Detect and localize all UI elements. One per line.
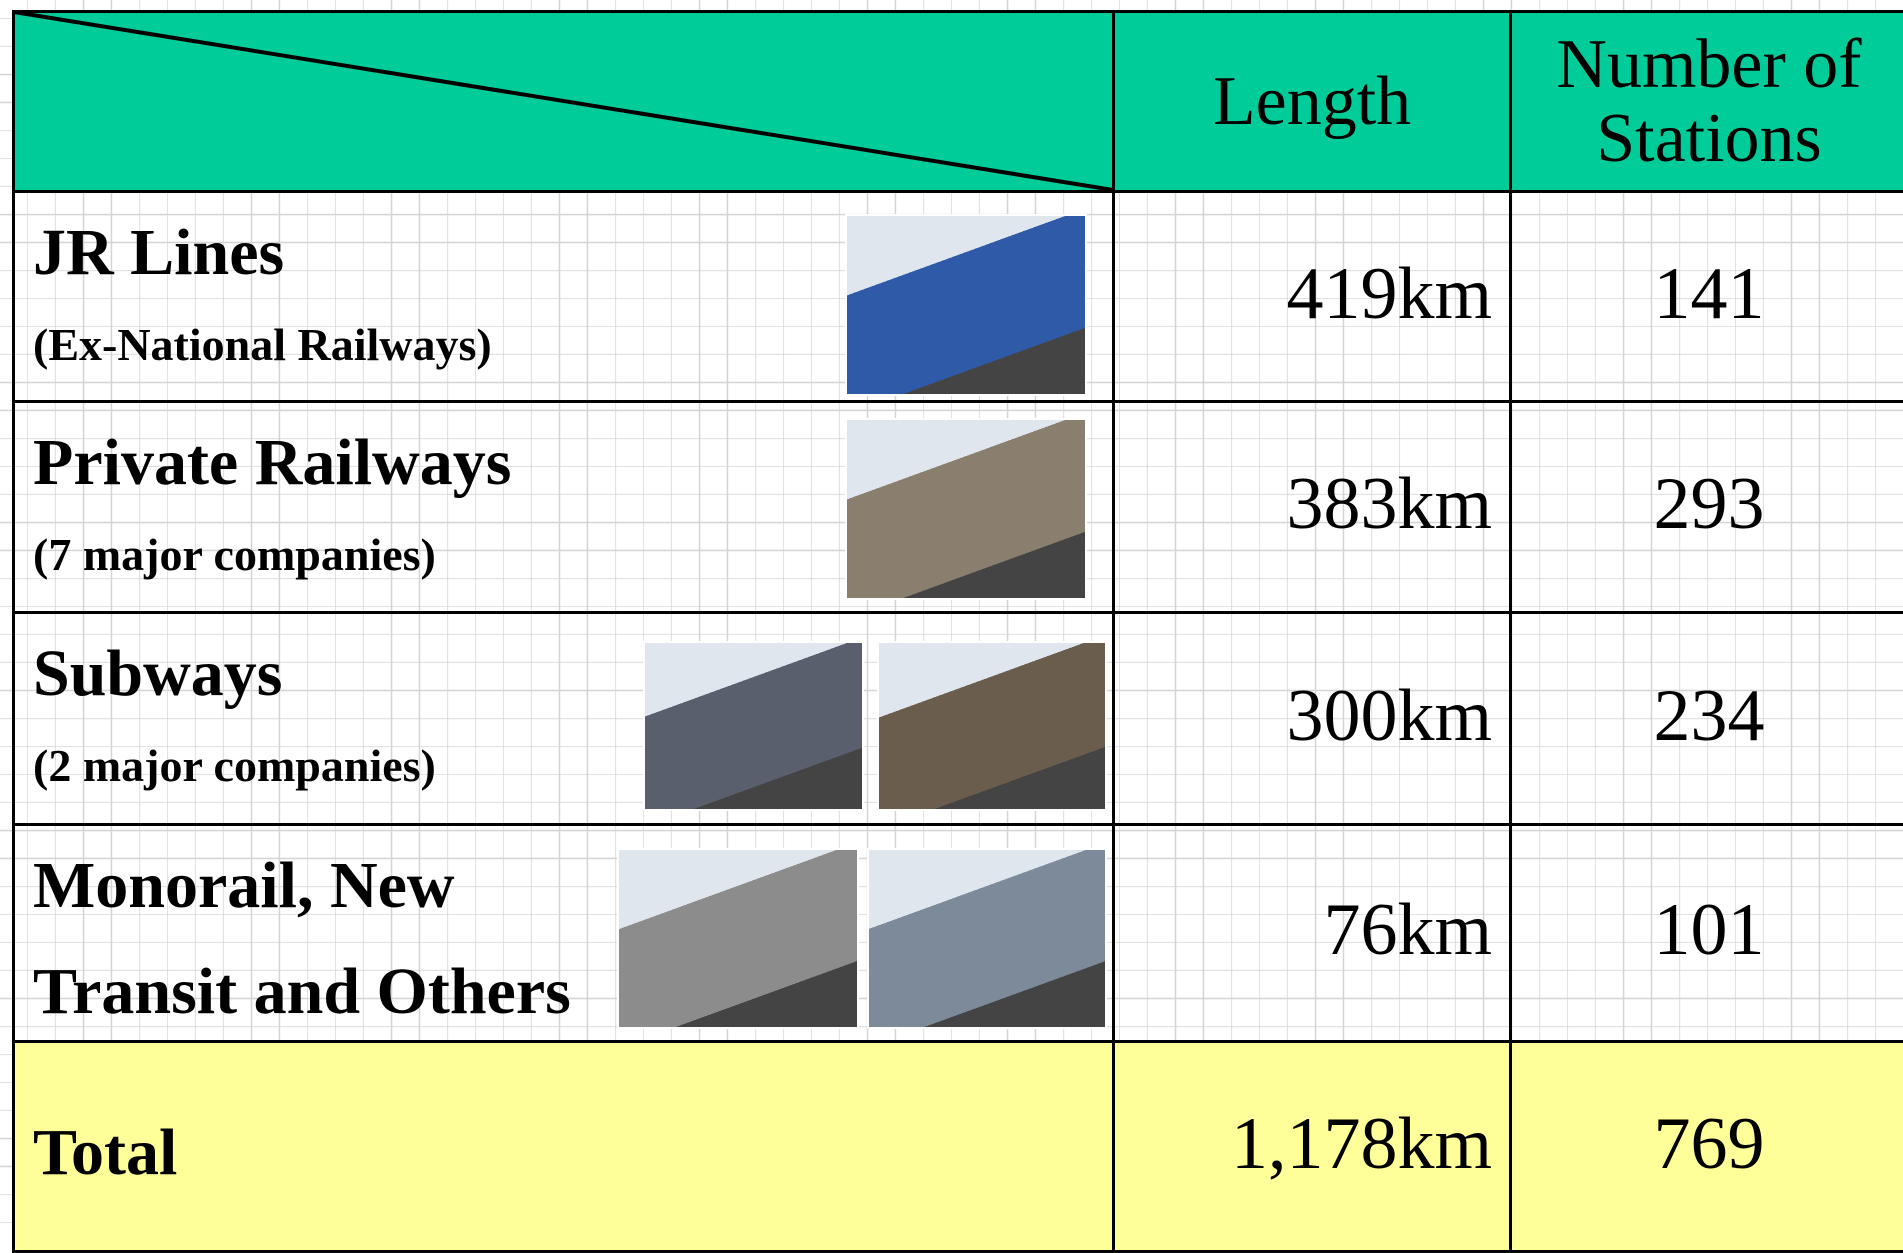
row-title: Private Railways [33, 420, 833, 506]
train-photo [845, 418, 1087, 600]
diagonal [0, 0, 1120, 200]
page: Length Number of Stations JR Lines (Ex-Na… [0, 0, 1903, 1250]
stations-value: 141 [1512, 252, 1903, 337]
train-photo [877, 641, 1107, 811]
row-subtitle: (7 major companies) [33, 528, 833, 581]
row-title: JR Lines [33, 210, 833, 296]
row-subtitle: (2 major companies) [33, 739, 833, 792]
length-value: 419km [1120, 252, 1492, 337]
total-length: 1,178km [1120, 1102, 1492, 1187]
row-title: Subways [33, 631, 833, 717]
row-title: Monorail, New Transit and Others [33, 833, 673, 1044]
row-subtitle: (Ex-National Railways) [33, 318, 833, 371]
header-cell: Number of Stations [1509, 10, 1903, 193]
table: Length Number of Stations JR Lines (Ex-Na… [0, 0, 1903, 1250]
train-photo [845, 214, 1087, 396]
stations-value: 234 [1512, 674, 1903, 759]
length-value: 76km [1120, 888, 1492, 973]
column-header: Number of Stations [1539, 28, 1879, 175]
length-value: 383km [1120, 462, 1492, 547]
stations-value: 101 [1512, 888, 1903, 973]
stations-value: 293 [1512, 462, 1903, 547]
length-value: 300km [1120, 674, 1492, 759]
column-header: Length [1213, 65, 1411, 139]
total-stations: 769 [1512, 1102, 1903, 1187]
header-cell: Length [1112, 10, 1512, 193]
train-photo [867, 848, 1107, 1029]
total-label-cell [12, 1040, 1115, 1253]
total-title: Total [33, 1110, 177, 1196]
